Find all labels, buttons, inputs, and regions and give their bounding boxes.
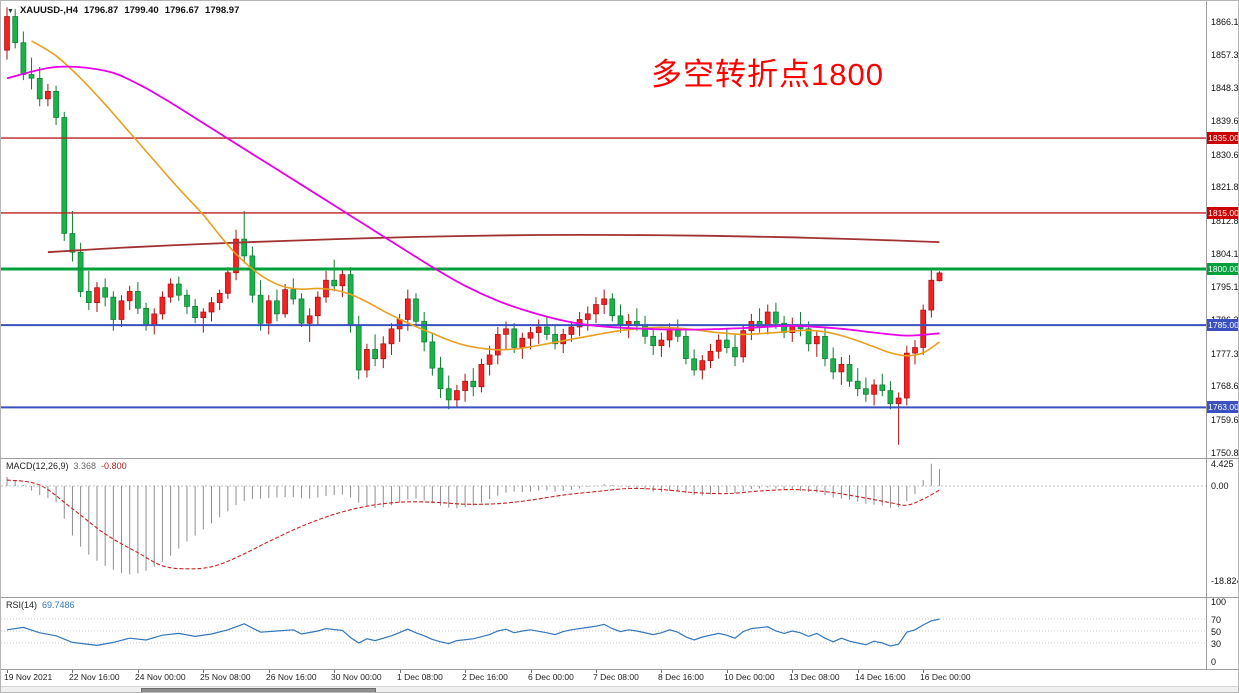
- time-axis-tick: [727, 670, 728, 673]
- time-axis-label[interactable]: 8 Dec 16:00: [658, 672, 704, 682]
- rsi-value: 69.7486: [42, 600, 75, 610]
- time-axis-label[interactable]: 6 Dec 00:00: [528, 672, 574, 682]
- time-axis-label[interactable]: 10 Dec 00:00: [724, 672, 775, 682]
- time-axis-tick: [400, 670, 401, 673]
- macd-histogram-layer: [6, 463, 941, 575]
- time-axis-tick: [923, 670, 924, 673]
- time-axis-tick: [596, 670, 597, 673]
- macd-signal-line: [6, 479, 940, 570]
- time-axis-label[interactable]: 16 Dec 00:00: [920, 672, 971, 682]
- macd-signal-value: -0.800: [101, 461, 127, 471]
- rsi-header: RSI(14) 69.7486: [6, 600, 80, 610]
- quote-close: 1798.97: [205, 5, 240, 16]
- time-axis-label[interactable]: 1 Dec 08:00: [397, 672, 443, 682]
- ma-mid-magenta: [6, 65, 940, 337]
- time-axis-tick: [858, 670, 859, 673]
- chart-annotation: 多空转折点1800: [651, 57, 884, 92]
- rsi-scale-label: 30: [1211, 639, 1222, 649]
- price-level-tag[interactable]: 1835.00: [1207, 132, 1239, 144]
- time-axis-tick: [661, 670, 662, 673]
- time-axis-tick: [792, 670, 793, 673]
- price-axis-label: 1848.35: [1211, 83, 1239, 93]
- macd-scale-label: 4.425: [1211, 459, 1234, 469]
- scrollbar-thumb[interactable]: [141, 688, 376, 692]
- rsi-indicator-canvas: [1, 618, 1206, 647]
- time-axis-tick: [531, 670, 532, 673]
- price-axis-label: 1795.10: [1211, 282, 1239, 292]
- panel-separator[interactable]: [1, 597, 1238, 598]
- macd-header: MACD(12,26,9) 3.368 -0.800: [6, 461, 132, 471]
- quote-high: 1799.40: [124, 5, 159, 16]
- symbol-period-label: XAUUSD-,H4: [19, 5, 78, 16]
- price-axis-label: 1857.35: [1211, 50, 1239, 60]
- macd-label: MACD(12,26,9): [6, 461, 69, 471]
- horizontal-lines-layer: [1, 137, 1206, 409]
- price-axis-label: 1812.85: [1211, 216, 1239, 226]
- macd-main-value: 3.368: [73, 461, 97, 471]
- price-axis-label: 1839.60: [1211, 116, 1239, 126]
- macd-scale-label: 0.00: [1211, 481, 1229, 491]
- time-axis-label[interactable]: 30 Nov 00:00: [331, 672, 382, 682]
- time-axis-label[interactable]: 14 Dec 16:00: [855, 672, 906, 682]
- time-axis-label[interactable]: 13 Dec 08:00: [789, 672, 840, 682]
- time-axis-tick: [203, 670, 204, 673]
- ma-slow-darkred: [47, 233, 940, 254]
- time-axis-label[interactable]: 19 Nov 2021: [4, 672, 53, 682]
- macd-scale-label: -18.824: [1211, 576, 1239, 586]
- price-level-tag[interactable]: 1815.00: [1207, 207, 1239, 219]
- quote-open: 1796.87: [84, 5, 119, 16]
- chevron-down-icon[interactable]: ▼: [7, 8, 14, 15]
- price-axis-label: 1830.60: [1211, 150, 1239, 160]
- panel-separator[interactable]: [1, 458, 1238, 459]
- time-axis-tick: [334, 670, 335, 673]
- time-axis-tick: [7, 670, 8, 673]
- time-axis-label[interactable]: 26 Nov 16:00: [266, 672, 317, 682]
- time-axis-tick: [269, 670, 270, 673]
- rsi-scale-label: 70: [1211, 615, 1222, 625]
- time-axis-label[interactable]: 25 Nov 08:00: [200, 672, 251, 682]
- rsi-scale-label: 50: [1211, 627, 1222, 637]
- price-axis-border: [1206, 1, 1207, 669]
- rsi-line: [6, 618, 940, 647]
- time-axis-label[interactable]: 7 Dec 08:00: [593, 672, 639, 682]
- price-level-tag[interactable]: 1763.00: [1207, 401, 1239, 413]
- price-axis-label: 1759.60: [1211, 415, 1239, 425]
- rsi-scale-label: 0: [1211, 657, 1217, 667]
- chart-scrollbar[interactable]: [1, 686, 1238, 692]
- time-axis-tick: [465, 670, 466, 673]
- macd-indicator-canvas: [1, 463, 1206, 575]
- price-chart-canvas: [1, 7, 1206, 445]
- time-axis-tick: [138, 670, 139, 673]
- ma-fast-orange: [31, 40, 940, 357]
- price-axis-label: 1768.60: [1211, 381, 1239, 391]
- chart-symbol-header: ▼ XAUUSD-,H4 1796.87 1799.40 1796.67 1798.97: [7, 5, 245, 16]
- price-axis-label: 1866.10: [1211, 17, 1239, 27]
- rsi-scale-label: 100: [1211, 597, 1227, 607]
- price-axis-label: 1804.10: [1211, 249, 1239, 259]
- time-axis-label[interactable]: 22 Nov 16:00: [69, 672, 120, 682]
- time-axis-tick: [72, 670, 73, 673]
- quote-low: 1796.67: [164, 5, 200, 16]
- price-level-tag[interactable]: 1800.00: [1207, 263, 1239, 275]
- price-axis-label: 1750.85: [1211, 448, 1239, 458]
- time-axis-label[interactable]: 24 Nov 00:00: [135, 672, 186, 682]
- time-axis-label[interactable]: 2 Dec 16:00: [462, 672, 508, 682]
- rsi-label: RSI(14): [6, 600, 38, 610]
- time-axis-line: [1, 669, 1238, 670]
- price-axis-label: 1777.35: [1211, 349, 1239, 359]
- price-axis-label: 1821.85: [1211, 182, 1239, 192]
- price-level-tag[interactable]: 1785.00: [1207, 319, 1239, 331]
